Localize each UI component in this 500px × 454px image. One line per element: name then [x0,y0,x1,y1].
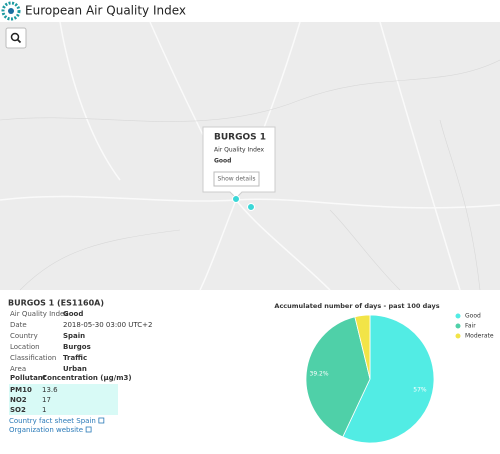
popup-value: Good [214,158,231,165]
field-value: Good [63,310,83,318]
legend-swatch [455,333,461,339]
app-title: European Air Quality Index [25,4,186,18]
field-label: Air Quality Index [10,310,68,318]
table-row-label: SO2 [10,406,26,414]
field-label: Country [10,332,38,340]
table-cell: 17 [42,396,51,404]
legend-label: Moderate [465,333,494,340]
table-row-label: NO2 [10,396,27,404]
legend-label: Good [465,313,481,320]
field-label: Area [10,365,26,373]
field-value: 2018-05-30 03:00 UTC+2 [63,321,153,329]
field-label: Location [10,343,40,351]
legend-swatch [455,323,461,329]
logo [1,1,21,21]
field-value: Urban [63,365,87,373]
table-header: Pollutant [10,374,47,382]
search-button[interactable] [5,27,27,49]
chart-title: Accumulated number of days - past 100 da… [274,302,439,310]
field-value: Spain [63,332,85,340]
slice-label: 39.2% [310,370,329,377]
station-marker[interactable] [247,203,255,211]
pollutant-table-bg [9,384,118,415]
popup-button-label[interactable]: Show details [217,176,255,183]
legend-swatch [455,313,461,319]
popup-title: BURGOS 1 [214,133,266,143]
field-value: Traffic [63,354,87,362]
field-label: Classification [10,354,56,362]
field-label: Date [10,321,27,329]
table-cell: 13.6 [42,386,58,394]
slice-label: 57% [413,387,427,394]
table-row-label: PM10 [10,386,32,394]
popup-button[interactable] [213,171,260,187]
external-link-icon[interactable] [98,417,105,424]
pie-slice [354,314,371,380]
link[interactable]: Organization website [9,426,83,434]
table-cell: 1 [42,406,46,414]
link[interactable]: Country fact sheet Spain [9,417,96,425]
popup: BURGOS 1 Air Quality Index Good Show det… [202,126,276,199]
pie-slice [305,316,371,438]
popup-label: Air Quality Index [214,147,264,154]
field-value: Burgos [63,343,91,351]
external-link-icon[interactable] [85,426,92,433]
pie-slice [342,314,435,444]
station-title: BURGOS 1 (ES1160A) [8,299,104,308]
legend-label: Fair [465,323,476,330]
table-header: Concentration (µg/m3) [42,374,132,382]
station-marker[interactable] [232,195,240,203]
